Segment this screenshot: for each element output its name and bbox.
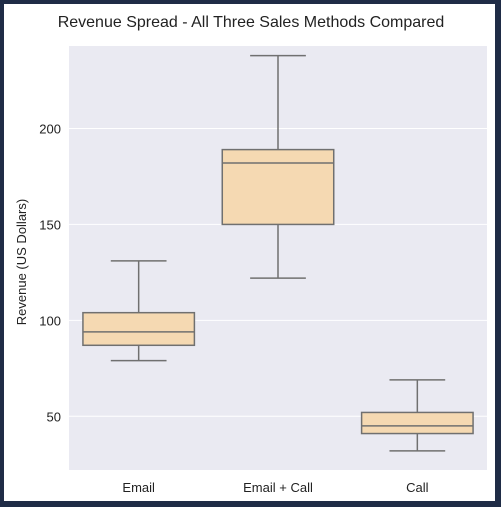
y-axis-ticks: 50 100 150 200 <box>39 121 61 424</box>
box-group <box>360 379 474 452</box>
x-axis-ticks: Email Email + Call Call <box>122 480 428 495</box>
y-tick-label: 200 <box>39 121 61 136</box>
x-tick-label: Email + Call <box>243 480 313 495</box>
box-iqr <box>221 148 335 226</box>
y-tick-label: 150 <box>39 217 61 232</box>
chart-title: Revenue Spread - All Three Sales Methods… <box>58 14 445 31</box>
x-tick-label: Email <box>122 480 155 495</box>
x-tick-label: Call <box>406 480 429 495</box>
chart-figure: Revenue Spread - All Three Sales Methods… <box>4 4 495 501</box>
y-axis-label: Revenue (US Dollars) <box>14 199 29 325</box>
y-tick-label: 100 <box>39 313 61 328</box>
box-group <box>82 260 196 362</box>
boxplot-chart: Revenue Spread - All Three Sales Methods… <box>14 14 487 495</box>
boxes <box>82 54 474 452</box>
box-iqr <box>82 311 196 347</box>
box-group <box>221 54 335 279</box>
box-iqr <box>360 411 474 435</box>
y-tick-label: 50 <box>47 409 61 424</box>
